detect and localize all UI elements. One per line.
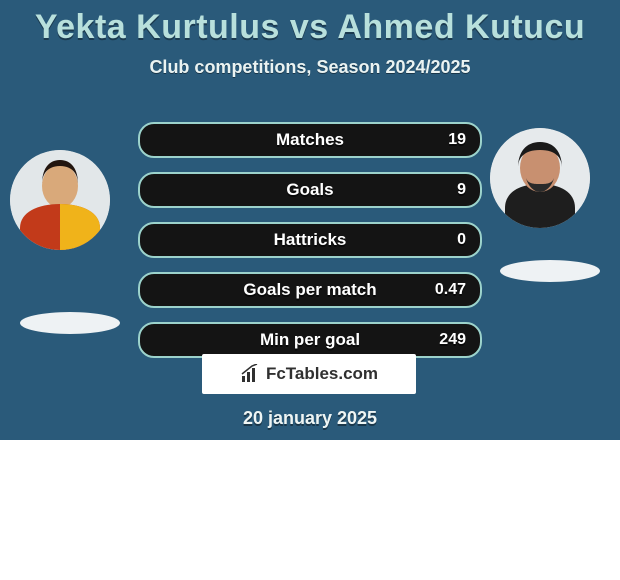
stat-label: Matches [276,130,344,150]
page-title: Yekta Kurtulus vs Ahmed Kutucu [0,0,620,47]
stat-value: 0.47 [435,281,466,299]
player-left-shadow [20,312,120,334]
brand-box: FcTables.com [202,354,416,394]
bottom-white-area [0,440,620,580]
stat-bars: Matches 19 Goals 9 Hattricks 0 Goals per… [138,122,482,372]
stat-value: 19 [448,131,466,149]
comparison-card: Yekta Kurtulus vs Ahmed Kutucu Club comp… [0,0,620,580]
stat-row-min-per-goal: Min per goal 249 [138,322,482,358]
stat-row-goals: Goals 9 [138,172,482,208]
stat-label: Goals [286,180,333,200]
player-left-avatar [10,150,110,250]
date-text: 20 january 2025 [0,408,620,429]
stat-label: Goals per match [243,280,376,300]
stat-label: Min per goal [260,330,360,350]
avatar-right-icon [490,128,590,228]
brand: FcTables.com [240,364,378,384]
stat-row-goals-per-match: Goals per match 0.47 [138,272,482,308]
stat-row-matches: Matches 19 [138,122,482,158]
stat-value: 249 [439,331,466,349]
player-right-avatar [490,128,590,228]
stat-label: Hattricks [274,230,347,250]
stat-value: 9 [457,181,466,199]
stat-row-hattricks: Hattricks 0 [138,222,482,258]
stat-value: 0 [457,231,466,249]
avatar-left-icon [10,150,110,250]
brand-chart-icon [240,364,260,384]
player-right-shadow [500,260,600,282]
brand-text: FcTables.com [266,364,378,384]
page-subtitle: Club competitions, Season 2024/2025 [0,57,620,78]
